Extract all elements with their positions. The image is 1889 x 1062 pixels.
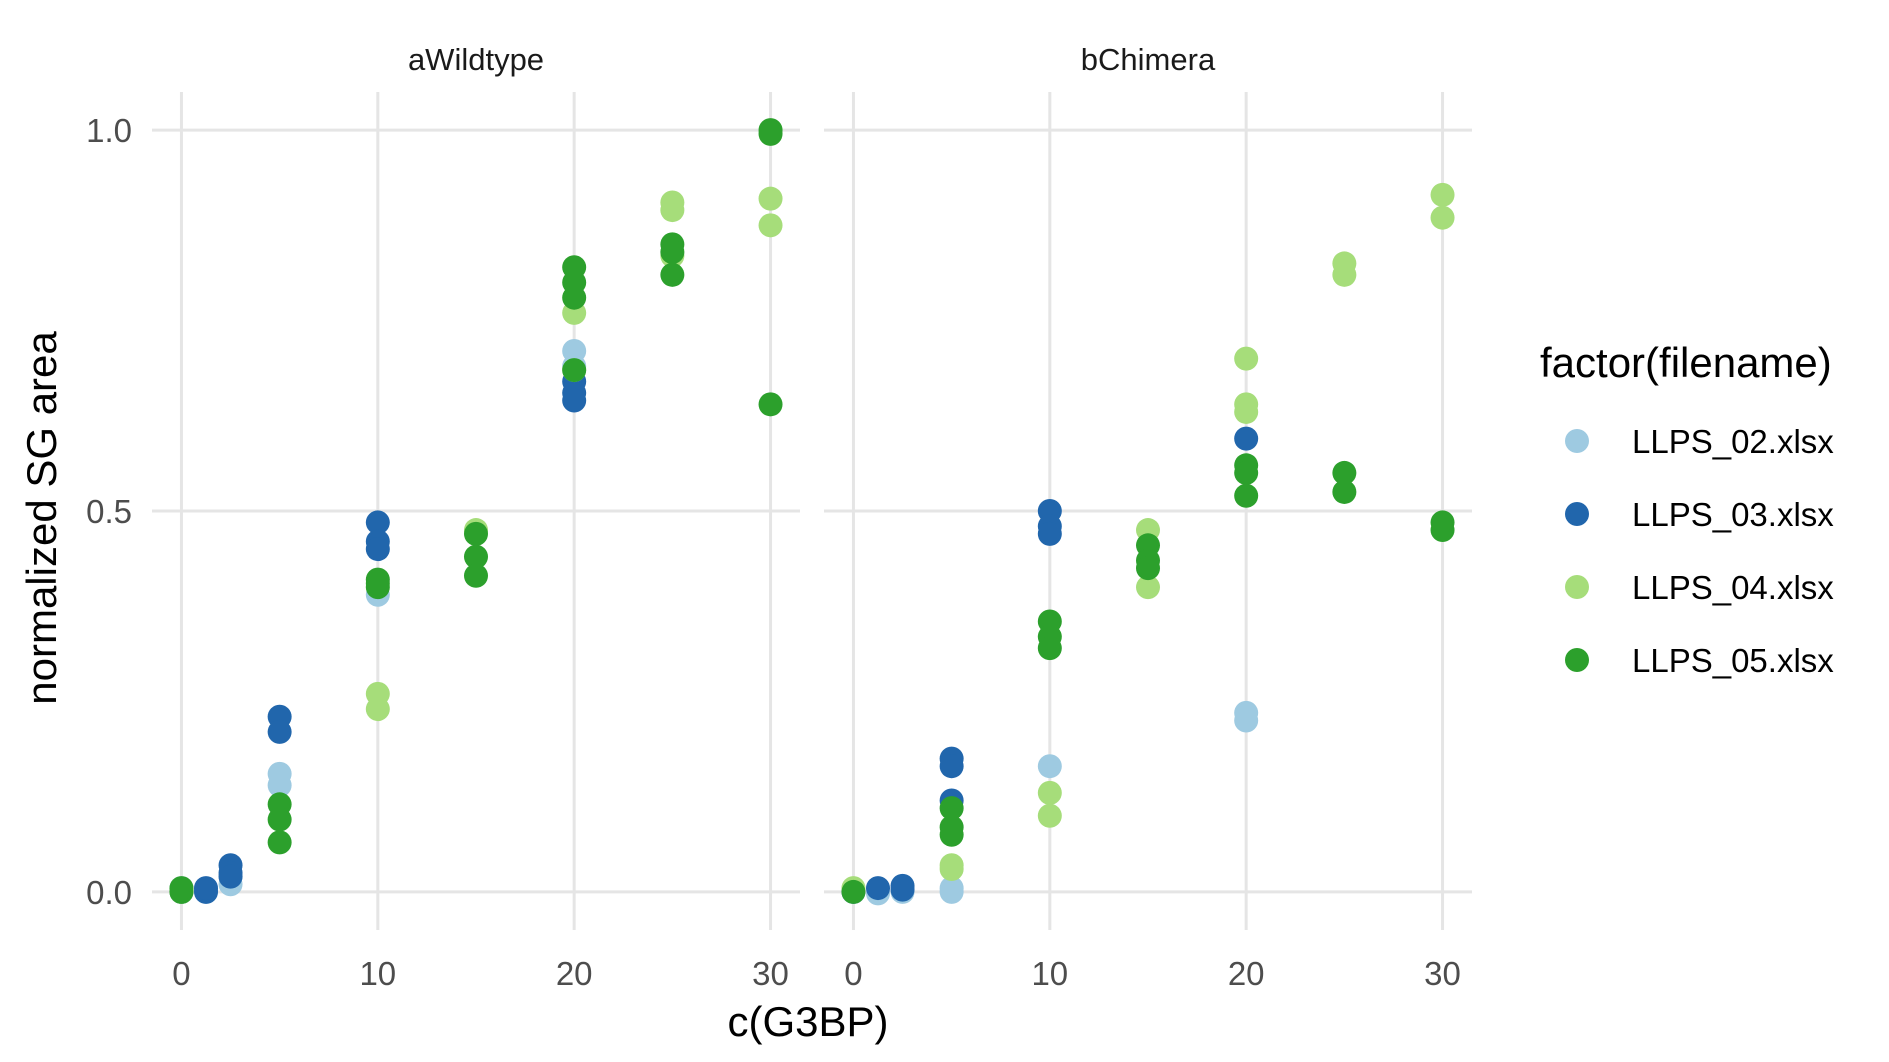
x-tick-label: 10 <box>359 955 396 992</box>
data-point <box>758 121 783 146</box>
data-point <box>464 544 488 569</box>
series-LLPS_05.xlsx <box>169 118 783 904</box>
data-point <box>562 285 587 310</box>
legend-entry: LLPS_02.xlsx <box>1565 423 1834 460</box>
data-point <box>1332 262 1357 287</box>
data-point <box>1234 460 1259 485</box>
legend-key <box>1565 502 1589 526</box>
data-point <box>1037 754 1062 779</box>
data-point <box>1234 483 1259 508</box>
data-point <box>1332 460 1357 485</box>
x-tick-label: 0 <box>844 955 862 992</box>
data-point <box>1430 518 1455 543</box>
panel-1: aWildtype 0 10 20 30 0.0 0.5 1.0 <box>86 42 800 992</box>
data-point <box>1332 479 1357 504</box>
legend-label: LLPS_04.xlsx <box>1632 569 1834 606</box>
series-LLPS_05.xlsx <box>841 453 1455 904</box>
y-tick-label: 1.0 <box>86 112 132 149</box>
legend-key <box>1565 648 1589 672</box>
data-point <box>890 877 915 902</box>
x-tick-label: 10 <box>1031 955 1068 992</box>
data-point <box>758 213 783 238</box>
data-point <box>1136 556 1160 581</box>
legend-label: LLPS_05.xlsx <box>1632 642 1834 679</box>
y-axis-title: normalized SG area <box>18 331 65 705</box>
data-point <box>365 510 390 535</box>
panels: aWildtype 0 10 20 30 0.0 0.5 1.0 bChimera 0 10 20 30 <box>86 42 1472 992</box>
data-point <box>365 571 390 596</box>
data-point <box>1037 521 1062 546</box>
x-tick-label: 0 <box>172 955 190 992</box>
legend-entry: LLPS_04.xlsx <box>1565 569 1834 606</box>
data-point <box>562 358 587 383</box>
legend-entry: LLPS_05.xlsx <box>1565 642 1834 679</box>
data-point <box>758 186 783 211</box>
data-point <box>939 879 964 904</box>
data-point <box>1234 708 1259 733</box>
facet-title: aWildtype <box>408 42 544 77</box>
data-point <box>1136 575 1160 600</box>
facet-title: bChimera <box>1081 42 1216 77</box>
data-point <box>1037 803 1062 828</box>
data-point <box>194 876 218 901</box>
data-point <box>1037 780 1062 805</box>
legend-entry: LLPS_03.xlsx <box>1565 496 1834 533</box>
data-point <box>1037 636 1062 661</box>
data-point <box>464 563 488 588</box>
legend: factor(filename) LLPS_02.xlsx LLPS_03.xls… <box>1540 339 1834 679</box>
x-tick-label: 20 <box>556 955 593 992</box>
data-point <box>660 239 685 264</box>
data-point <box>365 697 390 722</box>
data-point <box>464 521 488 546</box>
x-tick-label: 20 <box>1228 955 1265 992</box>
data-point <box>267 807 292 832</box>
data-point <box>267 773 292 798</box>
x-tick-label: 30 <box>752 955 789 992</box>
data-point <box>562 388 587 413</box>
series-LLPS_03.xlsx <box>841 426 1259 904</box>
data-point <box>267 830 292 855</box>
legend-title: factor(filename) <box>1540 339 1832 386</box>
data-point <box>169 876 194 901</box>
legend-key <box>1565 429 1589 453</box>
y-tick-label: 0.0 <box>86 874 132 911</box>
data-point <box>1430 182 1455 207</box>
legend-key <box>1565 575 1589 599</box>
legend-label: LLPS_02.xlsx <box>1632 423 1834 460</box>
data-point <box>1234 399 1259 424</box>
data-point <box>660 198 685 223</box>
data-point <box>758 392 783 417</box>
data-point <box>1430 205 1455 230</box>
data-point <box>939 754 964 779</box>
panel-2: bChimera 0 10 20 30 <box>824 42 1472 992</box>
y-tick-label: 0.5 <box>86 493 132 530</box>
data-point <box>939 822 964 847</box>
data-point <box>218 864 243 889</box>
data-point <box>267 719 292 744</box>
legend-label: LLPS_03.xlsx <box>1632 496 1834 533</box>
data-point <box>939 857 964 882</box>
x-axis-title: c(G3BP) <box>727 998 888 1045</box>
data-point <box>866 876 890 901</box>
data-point <box>939 796 964 821</box>
data-point <box>1234 346 1259 371</box>
data-point <box>1234 426 1259 451</box>
data-point <box>660 262 685 287</box>
data-point <box>841 879 866 904</box>
data-point <box>365 537 390 562</box>
x-tick-label: 30 <box>1424 955 1461 992</box>
